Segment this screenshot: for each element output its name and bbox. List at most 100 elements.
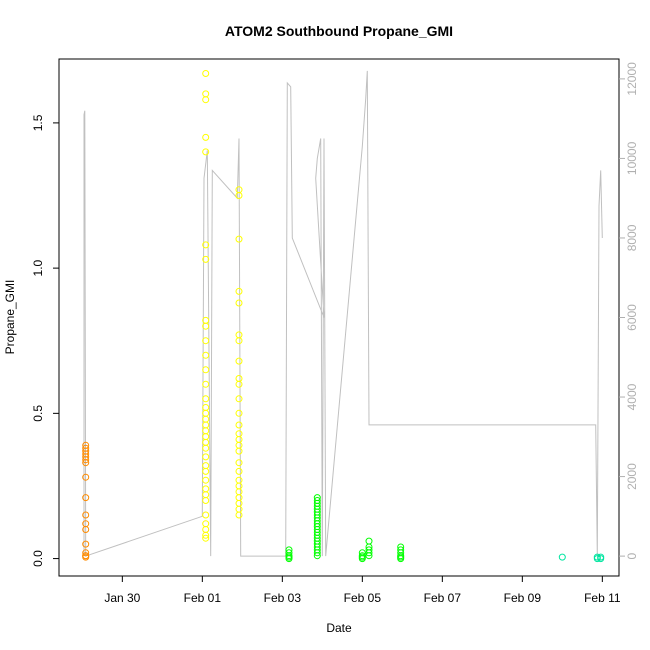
data-point: [235, 421, 243, 429]
data-point: [235, 499, 243, 507]
plot-frame: [58, 58, 620, 577]
data-point: [235, 505, 243, 513]
data-point: [235, 447, 243, 455]
y2-tick-label: 8000: [625, 224, 639, 251]
data-point: [82, 456, 90, 464]
x-axis-label: Date: [326, 621, 352, 635]
data-point: [235, 494, 243, 502]
data-point: [235, 459, 243, 467]
data-point: [202, 511, 210, 519]
y2-tick-label: 10000: [625, 141, 639, 175]
data-point: [235, 476, 243, 484]
data-point: [202, 438, 210, 446]
data-point: [235, 192, 243, 199]
data-point: [235, 357, 243, 365]
chart-title: ATOM2 Southbound Propane_GMI: [225, 23, 453, 39]
y2-tick-label: 2000: [625, 463, 639, 490]
data-point: [202, 337, 210, 345]
data-point: [202, 534, 210, 542]
data-point: [235, 235, 243, 243]
data-point: [235, 375, 243, 382]
data-point: [313, 552, 321, 560]
y2-tick-label: 0: [625, 552, 639, 559]
x-tick-label: Feb 05: [344, 591, 382, 605]
data-point: [202, 453, 210, 461]
y2-tick-label: 12000: [625, 62, 639, 96]
data-point: [235, 299, 243, 307]
data-point: [202, 526, 210, 533]
data-point: [235, 331, 243, 339]
data-point: [202, 467, 210, 475]
data-point: [397, 555, 405, 563]
data-point: [313, 549, 321, 557]
data-point: [202, 133, 210, 141]
data-point: [202, 322, 210, 330]
data-point: [202, 148, 210, 156]
data-point: [202, 255, 210, 263]
y2-tick-label: 6000: [625, 304, 639, 331]
data-point: [202, 241, 210, 249]
data-point: [365, 552, 373, 560]
data-point: [285, 555, 293, 563]
data-point: [82, 473, 90, 481]
data-point: [235, 380, 243, 388]
data-point: [202, 366, 210, 374]
data-point: [202, 404, 210, 411]
y-tick-label: 1.0: [31, 259, 45, 276]
x-tick-label: Feb 11: [584, 591, 621, 605]
data-point: [202, 409, 210, 417]
x-tick-label: Feb 03: [264, 591, 302, 605]
data-point: [202, 351, 210, 359]
data-point: [235, 287, 243, 295]
data-point: [202, 395, 210, 403]
x-tick-label: Feb 07: [424, 591, 462, 605]
y-tick-label: 1.5: [31, 114, 45, 131]
x-tick-label: Jan 30: [104, 591, 140, 605]
y-tick-label: 0.5: [31, 405, 45, 422]
data-point: [202, 491, 210, 499]
data-point: [235, 488, 243, 496]
secondary-series-layer: [83, 70, 603, 557]
data-point: [597, 555, 605, 563]
x-tick-label: Feb 09: [504, 591, 542, 605]
data-point: [202, 462, 210, 470]
data-point: [82, 459, 90, 467]
data-point: [235, 436, 243, 443]
data-point: [82, 494, 90, 502]
data-point: [558, 553, 566, 561]
data-point: [365, 549, 373, 557]
data-point: [202, 96, 210, 104]
data-point: [235, 482, 243, 490]
data-point: [202, 421, 210, 429]
data-point: [202, 476, 210, 484]
data-point: [202, 415, 210, 423]
y2-tick-label: 4000: [625, 383, 639, 410]
data-point: [82, 553, 90, 561]
data-point: [202, 380, 210, 388]
data-point: [235, 511, 243, 519]
y-tick-label: 0.0: [31, 550, 45, 567]
secondary-line: [83, 70, 603, 557]
data-point: [365, 537, 373, 545]
x-tick-label: Feb 01: [184, 591, 222, 605]
data-point: [202, 70, 210, 77]
data-point: [593, 555, 601, 563]
data-point: [202, 427, 210, 435]
data-point: [235, 337, 243, 345]
data-point: [202, 433, 210, 441]
data-point: [235, 441, 243, 449]
data-point: [202, 497, 210, 504]
data-point: [82, 511, 90, 519]
data-point: [202, 444, 210, 452]
data-point: [202, 531, 210, 539]
data-point: [202, 485, 210, 493]
data-point: [358, 555, 366, 563]
data-point: [235, 395, 243, 403]
data-point: [82, 549, 90, 557]
data-point: [202, 520, 210, 528]
points-layer: [82, 70, 605, 563]
data-point: [235, 430, 243, 438]
x-axis: Jan 30 Feb 01 Feb 03 Feb 05 Feb 07 Feb 09 Feb …: [104, 576, 621, 605]
data-point: [82, 540, 90, 548]
